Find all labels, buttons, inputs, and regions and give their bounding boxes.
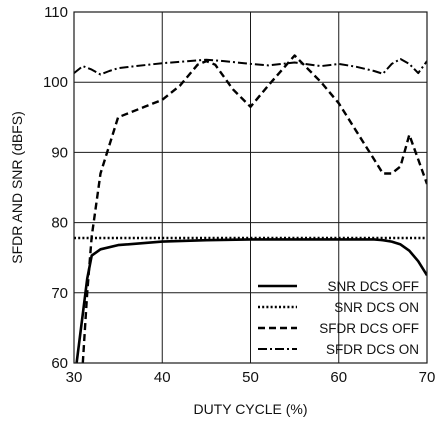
legend-label: SFDR DCS ON	[326, 342, 419, 357]
y-tick-label: 110	[44, 4, 68, 21]
x-tick-label: 50	[242, 369, 259, 386]
series-line-sfdr-dcs-off	[81, 54, 427, 363]
tick-labels: 30 40 50 60 70 60 70 80 90 100 110	[43, 4, 435, 386]
legend-label: SNR DCS ON	[334, 300, 419, 315]
x-tick-label: 60	[330, 369, 347, 386]
x-axis-title: DUTY CYCLE (%)	[193, 401, 307, 417]
y-tick-label: 90	[51, 144, 68, 161]
legend-label: SNR DCS OFF	[327, 279, 419, 294]
plot-area-frame	[73, 11, 428, 364]
y-tick-label: 70	[51, 285, 68, 302]
y-axis-title: SFDR AND SNR (dBFS)	[9, 111, 25, 263]
grid	[74, 12, 427, 363]
x-tick-label: 70	[419, 369, 436, 386]
y-tick-label: 100	[43, 74, 68, 91]
series-line-sfdr-dcs-on	[74, 58, 427, 76]
y-tick-label: 80	[51, 215, 68, 232]
y-tick-label: 60	[51, 355, 68, 372]
series-lines	[74, 54, 427, 363]
x-tick-label: 30	[66, 369, 83, 386]
legend: SNR DCS OFF SNR DCS ON SFDR DCS OFF SFDR DC…	[258, 279, 419, 357]
x-tick-label: 40	[154, 369, 171, 386]
legend-label: SFDR DCS OFF	[319, 321, 419, 336]
